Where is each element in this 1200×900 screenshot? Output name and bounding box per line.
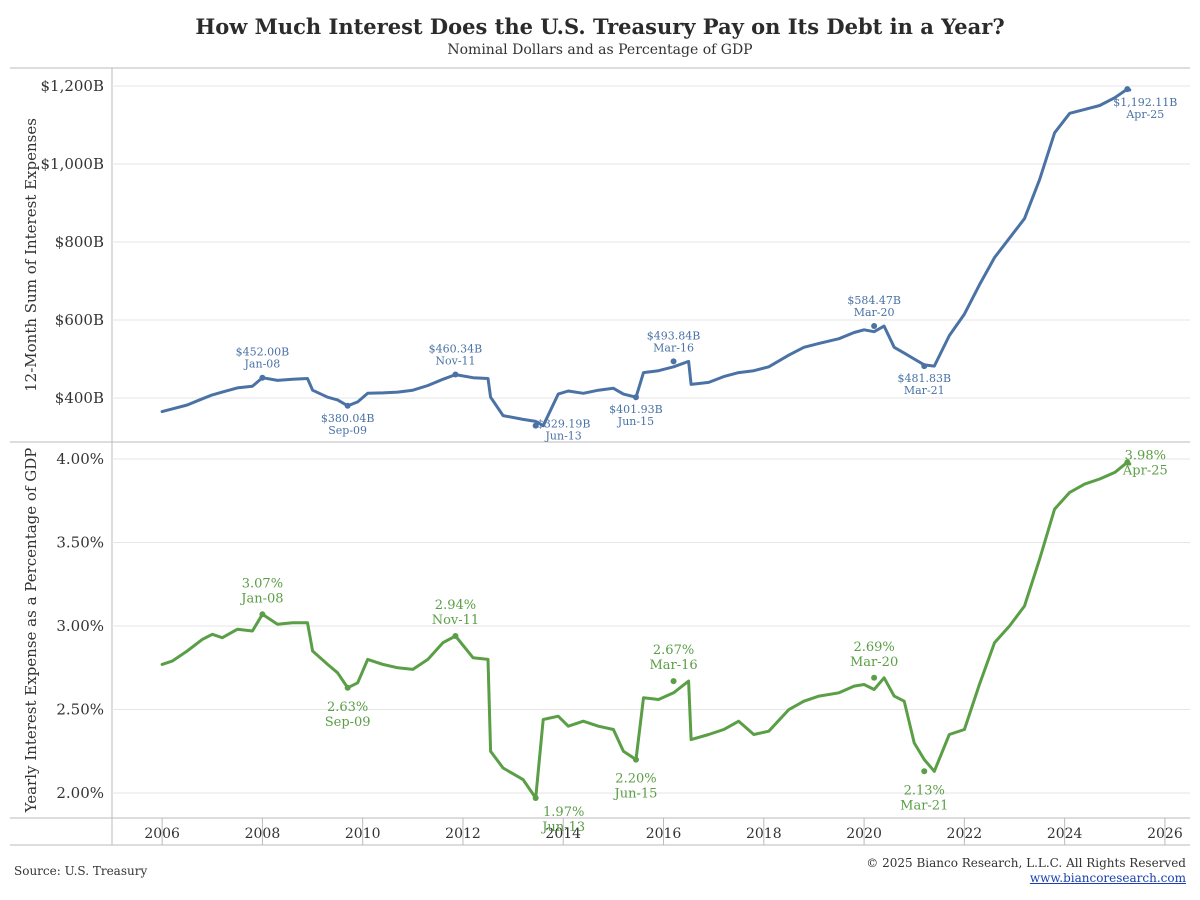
annotation-value: $380.04B (321, 412, 375, 425)
annotation-date: Apr-25 (1122, 463, 1168, 478)
annotation-date: Mar-16 (649, 658, 697, 673)
y-tick-label: $800B (55, 233, 104, 251)
x-tick-label: 2008 (245, 826, 281, 842)
x-tick-label: 2020 (846, 826, 882, 842)
annotation-value: $401.93B (609, 403, 663, 416)
annotation-marker (921, 768, 928, 775)
x-tick-label: 2026 (1147, 826, 1183, 842)
series-line-top (160, 87, 1132, 428)
annotation-marker (452, 371, 459, 378)
annotation-value: 2.69% (853, 640, 894, 655)
annotation-date: Nov-11 (435, 354, 475, 367)
annotation-marker (532, 422, 539, 429)
annotation-date: Sep-09 (328, 424, 367, 437)
annotation-marker (921, 363, 928, 370)
y-axis-label: Yearly Interest Expense as a Percentage … (22, 448, 40, 814)
annotation-marker (259, 611, 266, 618)
annotation-value: 2.67% (653, 643, 694, 658)
annotation-date: Mar-16 (653, 341, 694, 354)
annotation-date: Jun-15 (613, 787, 658, 802)
x-tick-label: 2010 (345, 826, 381, 842)
annotation-marker (1124, 459, 1131, 466)
x-tick-label: 2006 (144, 826, 180, 842)
y-tick-label: $600B (55, 311, 104, 329)
chart-frame (10, 67, 1190, 846)
x-tick-label: 2016 (646, 826, 682, 842)
annotation-date: Sep-09 (325, 715, 371, 730)
y-tick-label: $400B (55, 389, 104, 407)
annotation-value: 2.63% (327, 700, 368, 715)
y-tick-label: 2.50% (56, 701, 104, 719)
annotation-marker (871, 323, 878, 330)
annotation-date: Mar-21 (900, 798, 948, 813)
annotation-value: $584.47B (847, 294, 901, 307)
y-tick-label: 3.50% (56, 534, 104, 552)
annotation-marker (259, 374, 266, 381)
annotation-date: Jun-13 (540, 820, 585, 835)
annotation-marker (632, 756, 639, 763)
annotation-layer: $452.00BJan-08$380.04BSep-09$460.34BNov-… (236, 86, 1177, 835)
annotation-value: $329.19B (537, 418, 591, 431)
y-tick-label: 4.00% (56, 450, 104, 468)
series-layer (160, 87, 1132, 800)
annotation-date: Jan-08 (239, 591, 283, 606)
annotation-date: Mar-21 (904, 384, 945, 397)
annotation-value: 2.13% (904, 783, 945, 798)
x-tick-label: 2024 (1047, 826, 1083, 842)
copyright-note: © 2025 Bianco Research, L.L.C. All Right… (866, 856, 1186, 870)
y-tick-label: 3.00% (56, 617, 104, 635)
annotation-marker (670, 678, 677, 685)
axes: 2006 2008 2010 2012 2014 2016 2018 2020 2022 2024… (22, 77, 1183, 845)
annotation-marker (670, 358, 677, 365)
annotation-date: Mar-20 (850, 655, 898, 670)
annotation-marker (344, 684, 351, 691)
source-note: Source: U.S. Treasury (14, 864, 148, 878)
annotation-date: Jan-08 (244, 358, 281, 371)
annotation-value: 3.98% (1125, 448, 1166, 463)
website-link[interactable]: www.biancoresearch.com (1029, 871, 1186, 885)
y-tick-label: $1,000B (40, 155, 104, 173)
chart-subtitle: Nominal Dollars and as Percentage of GDP (447, 42, 753, 58)
annotation-value: 2.20% (615, 772, 656, 787)
chart-title: How Much Interest Does the U.S. Treasury… (195, 14, 1005, 39)
annotation-value: 3.07% (242, 576, 283, 591)
annotation-marker (532, 795, 539, 802)
annotation-value: 1.97% (543, 805, 584, 820)
annotation-marker (1124, 86, 1131, 93)
x-tick-label: 2014 (545, 826, 581, 842)
annotation-date: Apr-25 (1125, 108, 1164, 121)
annotation-value: $481.83B (897, 372, 951, 385)
y-tick-label: 2.00% (56, 784, 104, 802)
annotation-date: Mar-20 (854, 306, 895, 319)
annotation-marker (632, 394, 639, 401)
annotation-date: Jun-13 (545, 430, 582, 443)
annotation-marker (452, 633, 459, 640)
annotation-value: $1,192.11B (1113, 96, 1177, 109)
annotation-date: Nov-11 (432, 613, 479, 628)
annotation-value: 2.94% (435, 598, 476, 613)
x-tick-label: 2022 (947, 826, 983, 842)
annotation-marker (344, 402, 351, 409)
x-tick-label: 2012 (445, 826, 481, 842)
annotation-date: Jun-15 (617, 415, 654, 428)
annotation-marker (871, 674, 878, 681)
annotation-value: $460.34B (429, 342, 483, 355)
grid-lines (112, 85, 1190, 794)
x-tick-label: 2018 (746, 826, 782, 842)
annotation-value: $493.84B (647, 329, 701, 342)
annotation-value: $452.00B (236, 346, 290, 359)
y-axis-label: 12-Month Sum of Interest Expenses (22, 118, 40, 392)
series-line-bottom (160, 460, 1132, 800)
y-tick-label: $1,200B (40, 77, 104, 95)
